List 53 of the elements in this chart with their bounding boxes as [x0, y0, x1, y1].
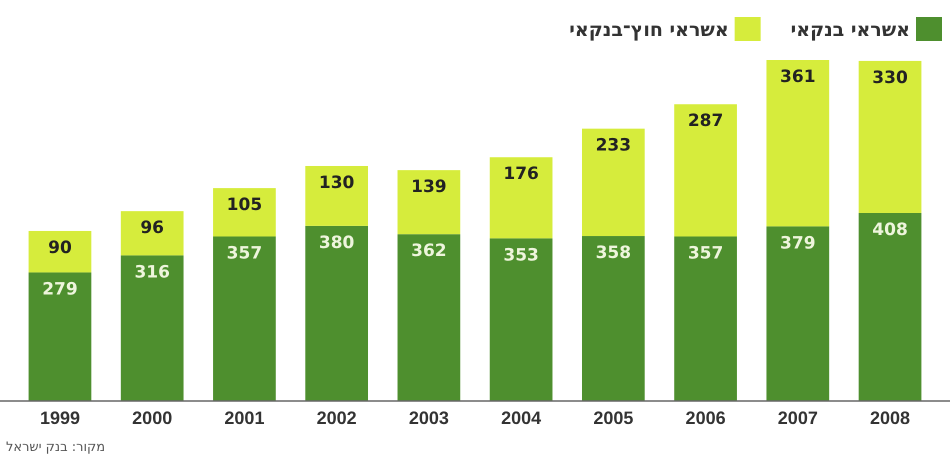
bar	[490, 157, 552, 238]
x-tick-label: 1999	[40, 408, 80, 428]
data-label: 139	[411, 177, 447, 198]
bar	[305, 226, 368, 401]
bar	[766, 226, 830, 401]
bar	[120, 211, 184, 256]
data-label: 96	[140, 218, 164, 238]
bar	[674, 104, 737, 236]
data-label: 233	[596, 136, 632, 156]
data-label: 361	[780, 67, 816, 87]
bar	[582, 236, 645, 401]
bar	[120, 255, 184, 401]
data-label: 357	[226, 243, 262, 264]
bar	[213, 188, 276, 236]
data-label: 358	[596, 243, 632, 264]
bar	[858, 212, 922, 401]
x-tick-label: 2002	[316, 408, 357, 428]
data-label: 380	[318, 232, 355, 253]
data-label: 279	[42, 279, 78, 300]
bar	[490, 238, 552, 401]
bar	[213, 236, 276, 401]
x-tick-label: 2004	[501, 408, 542, 428]
legend-label: אשראי בנקאי	[790, 19, 910, 41]
data-label: 330	[872, 68, 908, 88]
data-label: 287	[688, 111, 724, 132]
x-tick-label: 2001	[224, 408, 264, 428]
data-label: 90	[48, 238, 72, 258]
legend-label: אשראי חוץ־בנקאי	[569, 19, 729, 41]
bar	[28, 272, 92, 401]
x-tick-label: 2000	[132, 408, 172, 428]
data-label: 357	[688, 243, 724, 264]
data-label: 408	[872, 220, 908, 240]
text: מקור: בנק ישראל	[6, 440, 106, 455]
bar	[582, 128, 645, 236]
x-tick-label: 2005	[593, 408, 634, 428]
data-label: 105	[226, 195, 262, 216]
x-tick-label: 2003	[408, 408, 449, 428]
x-tick-label: 2006	[686, 408, 726, 428]
data-label: 316	[134, 262, 170, 282]
bar	[398, 234, 460, 401]
data-label: 379	[780, 233, 816, 254]
bar	[28, 230, 92, 272]
x-tick-label: 2008	[870, 408, 910, 428]
bar	[305, 166, 368, 226]
bar	[398, 170, 460, 234]
data-label: 362	[411, 241, 447, 262]
x-tick-label: 2007	[778, 408, 818, 428]
data-label: 353	[503, 245, 539, 266]
data-label: 176	[503, 164, 539, 184]
bar	[766, 60, 830, 226]
data-label: 130	[318, 172, 355, 193]
bar	[674, 236, 737, 401]
bar	[858, 60, 922, 213]
